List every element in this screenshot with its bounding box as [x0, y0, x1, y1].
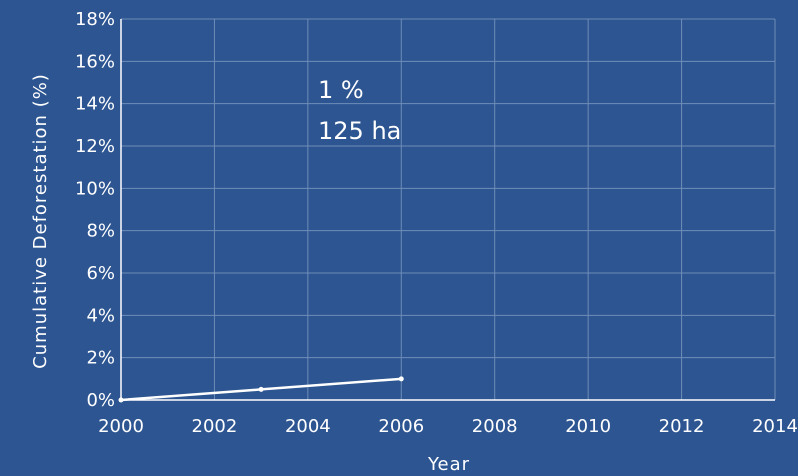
y-tick-label: 12%	[75, 136, 115, 157]
series	[118, 376, 404, 403]
y-tick-label: 2%	[86, 348, 115, 369]
x-tick-label: 2014	[752, 416, 798, 437]
y-tick-label: 18%	[75, 9, 115, 30]
x-tick-label: 2008	[472, 416, 518, 437]
data-point	[118, 397, 124, 403]
axes	[120, 19, 775, 401]
x-tick-label: 2012	[659, 416, 705, 437]
x-tick-label: 2004	[285, 416, 331, 437]
y-tick-label: 4%	[86, 305, 115, 326]
annotation-percent: 1 %	[318, 76, 364, 104]
data-point	[258, 386, 264, 392]
tick-labels: 2000 2002 2004 2006 2008 2010 2012 2014 0% 2% 4% 6%…	[75, 9, 798, 437]
x-tick-label: 2006	[378, 416, 424, 437]
x-axis-title: Year	[427, 454, 470, 475]
y-tick-label: 14%	[75, 94, 115, 115]
x-tick-label: 2000	[98, 416, 144, 437]
gridlines	[121, 18, 776, 400]
y-axis-title: Cumulative Deforestation (%)	[30, 73, 51, 369]
x-tick-label: 2010	[565, 416, 611, 437]
y-tick-label: 6%	[86, 263, 115, 284]
y-tick-label: 0%	[86, 390, 115, 411]
y-tick-label: 8%	[86, 221, 115, 242]
data-point	[398, 376, 404, 382]
y-tick-label: 16%	[75, 51, 115, 72]
annotation-area: 125 ha	[318, 117, 401, 145]
x-tick-label: 2002	[192, 416, 238, 437]
y-tick-label: 10%	[75, 178, 115, 199]
